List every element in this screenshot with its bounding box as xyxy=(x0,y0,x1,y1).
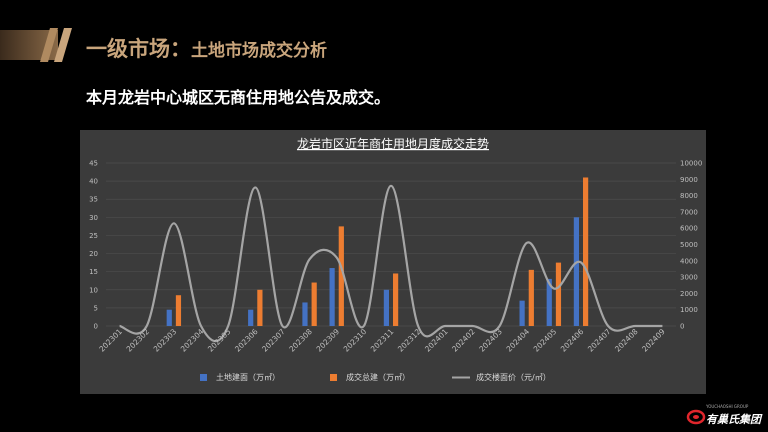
x-tick-label: 202311 xyxy=(369,327,396,354)
bar-land-area xyxy=(166,309,172,326)
legend-swatch xyxy=(330,374,337,381)
bar-total-area xyxy=(257,289,263,326)
legend-label: 成交楼面价（元/㎡） xyxy=(476,372,551,382)
x-tick-label: 202301 xyxy=(97,327,124,354)
y-right-tick-label: 9000 xyxy=(680,176,698,184)
y-left-tick-label: 5 xyxy=(94,304,98,312)
bar-land-area xyxy=(248,309,254,326)
bar-total-area xyxy=(528,269,534,326)
x-tick-label: 202407 xyxy=(586,327,613,354)
x-tick-label: 202409 xyxy=(640,327,667,354)
bar-total-area xyxy=(338,226,344,326)
legend-swatch xyxy=(200,374,207,381)
y-right-tick-label: 2000 xyxy=(680,290,698,298)
logo-english: YOUCHAOSHI GROUP xyxy=(706,404,749,409)
x-tick-label: 202308 xyxy=(287,327,314,354)
x-tick-label: 202309 xyxy=(315,327,342,354)
page-description: 本月龙岩中心城区无商住用地公告及成交。 xyxy=(86,88,391,107)
bar-total-area xyxy=(583,177,589,326)
y-left-tick-label: 20 xyxy=(89,250,98,258)
y-left-tick-label: 0 xyxy=(94,323,98,331)
x-tick-label: 202404 xyxy=(505,327,532,354)
x-tick-label: 202406 xyxy=(559,327,586,354)
x-tick-label: 202306 xyxy=(233,327,260,354)
x-tick-label: 202403 xyxy=(477,327,504,354)
bar-land-area xyxy=(302,302,308,326)
y-right-tick-label: 5000 xyxy=(680,241,698,249)
series-line-floor-price xyxy=(119,184,663,343)
y-right-tick-label: 8000 xyxy=(680,192,698,200)
x-tick-label: 202305 xyxy=(206,327,233,354)
logo-icon xyxy=(686,409,706,425)
bar-land-area xyxy=(573,217,579,326)
x-tick-label: 202405 xyxy=(532,327,559,354)
y-left-tick-label: 45 xyxy=(89,160,98,168)
bar-total-area xyxy=(555,262,562,326)
x-tick-label: 202312 xyxy=(396,327,423,354)
x-tick-label: 202303 xyxy=(152,327,179,354)
bar-land-area xyxy=(383,289,389,326)
legend-label: 成交总建（万㎡） xyxy=(346,372,410,382)
bar-total-area xyxy=(393,273,399,326)
bar-total-area xyxy=(311,282,317,326)
chart-panel: 龙岩市区近年商住用地月度成交走势 0 5 10 15 20 25 30 35 40 45 0 1000 2… xyxy=(80,130,706,394)
y-left-tick-label: 10 xyxy=(89,286,98,294)
chart-title: 龙岩市区近年商住用地月度成交走势 xyxy=(297,136,489,151)
y-right-tick-label: 0 xyxy=(680,323,684,331)
bar-land-area xyxy=(519,300,525,326)
y-right-tick-label: 10000 xyxy=(680,160,702,168)
legend-label: 土地建面（万㎡） xyxy=(216,372,280,382)
y-left-tick-label: 30 xyxy=(89,214,98,222)
x-tick-label: 202304 xyxy=(179,327,206,354)
y-right-tick-label: 1000 xyxy=(680,306,698,314)
chart-svg: 龙岩市区近年商住用地月度成交走势 0 5 10 15 20 25 30 35 40 45 0 1000 2… xyxy=(89,136,702,382)
title-main: 一级市场： xyxy=(86,37,191,61)
x-tick-label: 202402 xyxy=(450,327,477,354)
y-left-tick-label: 35 xyxy=(89,196,98,204)
y-left-tick-label: 25 xyxy=(89,232,98,240)
y-left-tick-label: 40 xyxy=(89,178,98,186)
y-right-tick-label: 6000 xyxy=(680,225,698,233)
x-tick-label: 202307 xyxy=(260,327,287,354)
header-stripes-icon xyxy=(40,28,72,62)
bar-total-area xyxy=(175,295,182,326)
y-right-tick-label: 3000 xyxy=(680,274,698,282)
bar-land-area xyxy=(329,268,335,326)
y-left-tick-label: 15 xyxy=(89,268,98,276)
y-right-tick-label: 4000 xyxy=(680,257,698,265)
page-title: 一级市场：土地市场成交分析 xyxy=(86,33,327,63)
x-tick-label: 202310 xyxy=(342,327,369,354)
bar-land-area xyxy=(546,278,552,326)
logo-name: 有巢氏集团 xyxy=(706,413,761,426)
title-sub: 土地市场成交分析 xyxy=(191,41,327,61)
y-right-tick-label: 7000 xyxy=(680,208,698,216)
